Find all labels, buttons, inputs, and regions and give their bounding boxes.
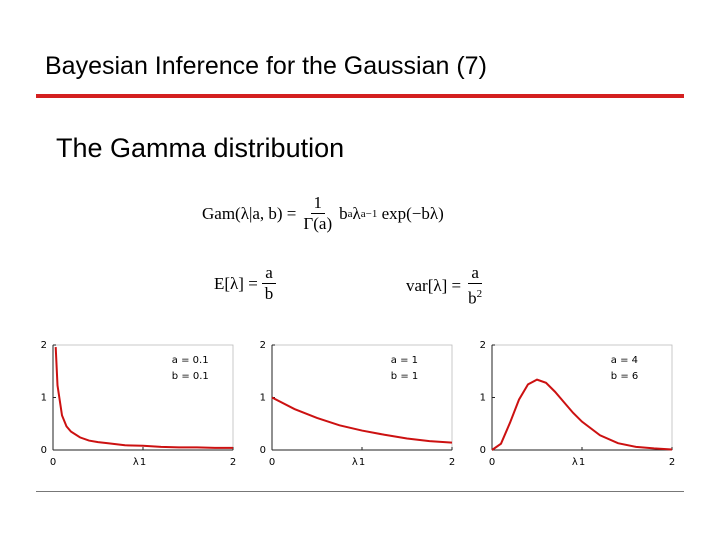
- bottom-rule: [36, 491, 684, 492]
- x-tick-label: 0: [269, 457, 275, 468]
- annotation: a = 0.1: [172, 355, 209, 366]
- variance-formula: var[λ] = a b2: [406, 263, 489, 309]
- y-tick-label: 0: [480, 445, 486, 456]
- x-tick-label: 1: [579, 457, 585, 468]
- x-tick-label: 0: [489, 457, 495, 468]
- denominator: b2: [465, 284, 485, 309]
- formula-text: var[λ] =: [406, 275, 462, 295]
- x-axis-label: λ: [572, 457, 578, 468]
- formula-text: exp(−bλ): [381, 203, 444, 223]
- formula-text: b: [339, 203, 348, 223]
- x-tick-label: 0: [50, 457, 56, 468]
- curve: [491, 378, 673, 451]
- formula-text: E[λ] =: [214, 273, 258, 293]
- x-tick-label: 2: [449, 457, 455, 468]
- y-tick-label: 0: [260, 445, 266, 456]
- slide-title: Bayesian Inference for the Gaussian (7): [45, 52, 487, 80]
- fraction: a b2: [465, 263, 485, 309]
- y-tick-label: 2: [41, 340, 47, 351]
- curve: [54, 347, 233, 449]
- gamma-formula: Gam(λ|a, b) = 1 Γ(a) b a λ a−1 exp(−bλ): [202, 193, 444, 234]
- superscript: a: [347, 207, 353, 220]
- y-tick-label: 1: [260, 393, 266, 404]
- y-tick-label: 1: [480, 393, 486, 404]
- annotation: b = 1: [391, 371, 418, 382]
- superscript: a−1: [360, 207, 378, 220]
- formula-text: Gam(λ|a, b) =: [202, 203, 297, 223]
- y-tick-label: 0: [41, 445, 47, 456]
- annotation: a = 4: [611, 355, 638, 366]
- mean-formula: E[λ] = a b: [214, 263, 280, 304]
- plot-frame: [491, 344, 673, 451]
- annotation: a = 1: [391, 355, 418, 366]
- fraction: a b: [262, 263, 277, 304]
- annotation: b = 0.1: [172, 371, 209, 382]
- x-tick-label: 2: [669, 457, 675, 468]
- x-tick-label: 2: [230, 457, 236, 468]
- curve: [271, 396, 453, 444]
- denominator: Γ(a): [303, 214, 333, 233]
- y-tick-label: 2: [480, 340, 486, 351]
- subtitle: The Gamma distribution: [56, 133, 345, 163]
- x-tick-label: 1: [359, 457, 365, 468]
- fraction: 1 Γ(a): [300, 193, 335, 234]
- y-tick-label: 1: [41, 393, 47, 404]
- numerator: 1: [310, 193, 325, 214]
- formula-text: b: [468, 288, 477, 308]
- x-tick-label: 1: [140, 457, 146, 468]
- formula-text: λ: [352, 203, 361, 223]
- title-rule: [36, 94, 684, 98]
- denominator: b: [264, 284, 274, 303]
- numerator: a: [468, 263, 482, 284]
- x-axis-label: λ: [352, 457, 358, 468]
- plot-frame: [271, 344, 453, 451]
- y-tick-label: 2: [260, 340, 266, 351]
- numerator: a: [262, 263, 276, 284]
- annotation: b = 6: [611, 371, 638, 382]
- superscript: 2: [476, 288, 483, 300]
- x-axis-label: λ: [133, 457, 139, 468]
